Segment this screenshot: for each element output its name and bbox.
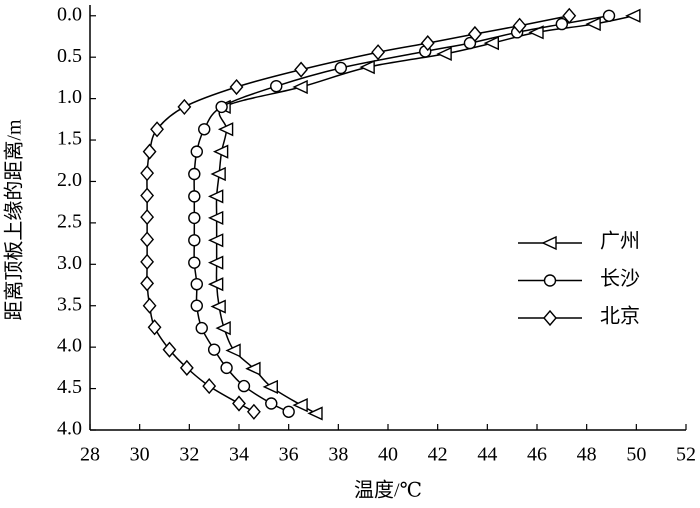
marker xyxy=(463,36,477,50)
marker xyxy=(140,209,155,226)
marker xyxy=(190,299,203,312)
marker xyxy=(212,144,229,159)
marker xyxy=(467,25,482,43)
x-tick-label: 30 xyxy=(130,444,150,466)
marker xyxy=(307,406,323,421)
marker xyxy=(225,343,241,358)
y-tick-label: 4.5 xyxy=(57,376,82,398)
marker xyxy=(245,361,261,376)
marker xyxy=(371,44,385,61)
marker xyxy=(140,253,155,270)
marker xyxy=(142,297,157,314)
x-tick-label: 32 xyxy=(179,444,199,466)
marker xyxy=(188,190,201,203)
legend-marker xyxy=(541,235,557,251)
legend-marker xyxy=(543,309,557,327)
marker xyxy=(207,233,224,248)
x-tick-label: 36 xyxy=(279,444,299,466)
series-line xyxy=(193,15,610,413)
x-tick-label: 40 xyxy=(378,444,398,466)
marker xyxy=(207,255,224,270)
marker xyxy=(140,187,155,204)
marker xyxy=(585,16,601,32)
x-tick-label: 42 xyxy=(428,444,448,466)
marker xyxy=(140,275,155,292)
marker xyxy=(177,98,192,115)
marker xyxy=(420,35,435,52)
marker xyxy=(229,78,244,96)
marker xyxy=(210,299,226,314)
marker xyxy=(188,234,201,247)
marker xyxy=(188,211,201,225)
marker xyxy=(195,321,208,335)
marker xyxy=(147,319,162,336)
marker xyxy=(246,403,261,420)
marker xyxy=(265,397,278,410)
y-tick-label: 0.5 xyxy=(57,45,82,67)
legend-marker xyxy=(543,274,557,287)
marker xyxy=(179,359,194,376)
marker xyxy=(270,79,283,93)
marker xyxy=(262,379,278,395)
x-tick-label: 48 xyxy=(577,444,597,466)
marker xyxy=(162,341,177,358)
x-tick-label: 38 xyxy=(328,444,348,466)
x-tick-label: 44 xyxy=(477,444,497,466)
y-tick-label: 1.0 xyxy=(57,86,82,108)
marker xyxy=(512,17,527,34)
marker xyxy=(294,61,309,78)
marker xyxy=(483,36,499,51)
marker xyxy=(207,343,221,356)
x-tick-label: 28 xyxy=(80,444,100,466)
marker xyxy=(207,210,224,226)
y-tick-label: 2.0 xyxy=(57,169,82,191)
marker xyxy=(625,8,641,23)
marker xyxy=(334,61,348,75)
marker xyxy=(292,398,308,413)
marker xyxy=(142,143,157,160)
marker xyxy=(220,361,233,375)
x-tick-label: 50 xyxy=(626,444,646,466)
marker xyxy=(436,46,452,61)
marker xyxy=(150,121,164,138)
marker xyxy=(207,189,224,204)
marker xyxy=(282,405,295,418)
x-tick-label: 52 xyxy=(676,444,696,466)
y-tick-label: 4.0 xyxy=(57,418,82,440)
x-axis-label: 温度/℃ xyxy=(354,479,422,502)
marker xyxy=(190,145,203,158)
marker xyxy=(215,321,231,336)
marker xyxy=(359,60,375,75)
legend-label: 北京 xyxy=(600,305,640,328)
marker xyxy=(140,165,155,182)
y-tick-label: 1.5 xyxy=(57,128,82,150)
marker xyxy=(198,123,211,136)
marker xyxy=(292,79,308,95)
marker xyxy=(210,166,226,182)
marker xyxy=(215,100,228,114)
marker xyxy=(237,379,251,393)
marker xyxy=(140,231,155,248)
y-tick-label: 4.0 xyxy=(57,335,82,357)
legend-label: 长沙 xyxy=(600,267,640,290)
marker xyxy=(602,9,616,22)
marker xyxy=(188,256,201,269)
y-tick-label: 0.0 xyxy=(57,3,82,25)
y-tick-label: 3.0 xyxy=(57,252,82,274)
marker xyxy=(217,122,234,137)
legend-label: 广州 xyxy=(600,230,640,253)
marker xyxy=(207,277,224,292)
y-tick-label: 2.5 xyxy=(57,210,82,232)
marker xyxy=(555,17,569,31)
marker xyxy=(202,378,217,395)
marker xyxy=(190,277,203,291)
y-tick-label: 3.5 xyxy=(57,293,82,315)
marker xyxy=(188,167,201,181)
x-tick-label: 34 xyxy=(229,444,249,466)
marker xyxy=(232,395,246,412)
x-tick-label: 46 xyxy=(527,444,547,466)
y-axis-label: 距离顶板上缘的距离/m xyxy=(3,119,26,321)
marker xyxy=(562,7,577,24)
